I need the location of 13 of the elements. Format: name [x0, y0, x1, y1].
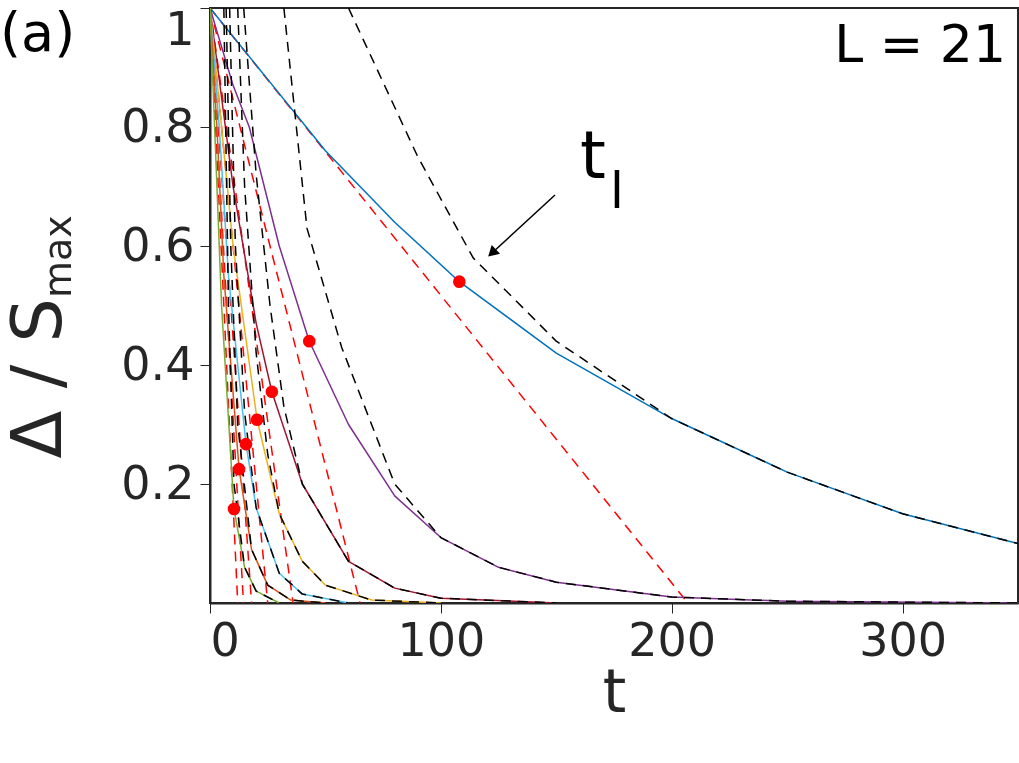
y-tick-label: 1 — [165, 1, 195, 56]
x-tick-label: 300 — [859, 612, 947, 667]
annotation: L = 21 — [834, 14, 1006, 74]
x-tick-label: 100 — [397, 612, 486, 667]
x-axis-title: t — [602, 655, 627, 726]
x-tick-label: 200 — [628, 612, 717, 667]
y-tick-label: 0.2 — [121, 455, 195, 510]
text: (a) — [0, 1, 76, 64]
y-tick-label: 0.4 — [121, 336, 195, 391]
y-tick-label: 0.6 — [121, 217, 195, 272]
y-axis-title: Δ / Smax — [0, 215, 80, 459]
x-tick-label: 0 — [210, 612, 240, 667]
y-tick-label: 0.8 — [121, 98, 195, 153]
